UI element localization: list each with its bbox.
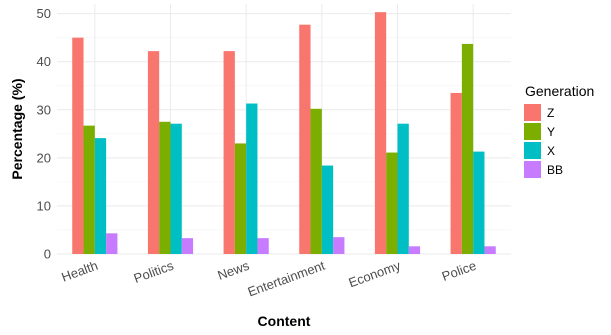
legend-title: Generation	[525, 83, 594, 99]
bars	[72, 12, 496, 255]
y-tick-label: 50	[37, 6, 51, 21]
bar-economy-x	[397, 123, 409, 254]
bar-news-y	[234, 143, 247, 254]
bar-politics-z	[147, 51, 160, 254]
bar-news-z	[223, 51, 235, 254]
x-tick-label: Health	[59, 258, 99, 285]
bar-health-y	[83, 125, 95, 254]
y-tick-label: 10	[37, 198, 51, 213]
x-tick-label: Politics	[132, 258, 176, 286]
bar-news-bb	[257, 238, 269, 254]
y-tick-label: 30	[37, 102, 51, 117]
bar-entertainment-z	[299, 24, 311, 254]
bar-economy-y	[386, 152, 398, 254]
y-axis-ticks: 0 10 20 30 40 50	[37, 6, 51, 261]
bar-police-z	[450, 92, 462, 254]
bar-politics-y	[159, 121, 171, 255]
bar-politics-bb	[181, 238, 194, 254]
legend-label-z: Z	[547, 106, 554, 120]
legend-key-bb	[524, 161, 541, 178]
bar-entertainment-bb	[333, 237, 345, 254]
x-tick-label: Entertainment	[246, 258, 328, 300]
x-tick-label: Police	[440, 258, 478, 284]
bar-police-bb	[484, 246, 496, 254]
bar-health-x	[94, 138, 107, 254]
y-tick-label: 40	[37, 54, 51, 69]
legend-key-y	[524, 123, 541, 140]
bar-police-x	[473, 151, 485, 254]
y-tick-label: 20	[37, 150, 51, 165]
bar-entertainment-x	[321, 165, 334, 254]
bar-health-z	[72, 37, 84, 255]
bar-health-bb	[106, 233, 118, 254]
x-tick-label: News	[216, 258, 252, 283]
bar-economy-z	[374, 12, 387, 254]
bar-entertainment-y	[310, 108, 322, 254]
x-axis-title: Content	[258, 313, 311, 329]
legend-label-x: X	[547, 144, 555, 158]
bar-politics-x	[170, 123, 182, 254]
legend-label-bb: BB	[547, 163, 563, 177]
bar-police-y	[461, 43, 474, 255]
legend-key-z	[524, 104, 541, 121]
y-tick-label: 0	[44, 247, 51, 262]
bar-economy-bb	[408, 246, 421, 254]
grid-lines	[57, 4, 511, 255]
y-axis-title: Percentage (%)	[9, 78, 25, 179]
legend: Generation ZYX BB	[524, 83, 594, 178]
legend-key-x	[524, 142, 541, 159]
bar-news-x	[246, 103, 258, 255]
legend-label-y: Y	[547, 125, 555, 139]
x-tick-label: Economy	[346, 258, 403, 291]
